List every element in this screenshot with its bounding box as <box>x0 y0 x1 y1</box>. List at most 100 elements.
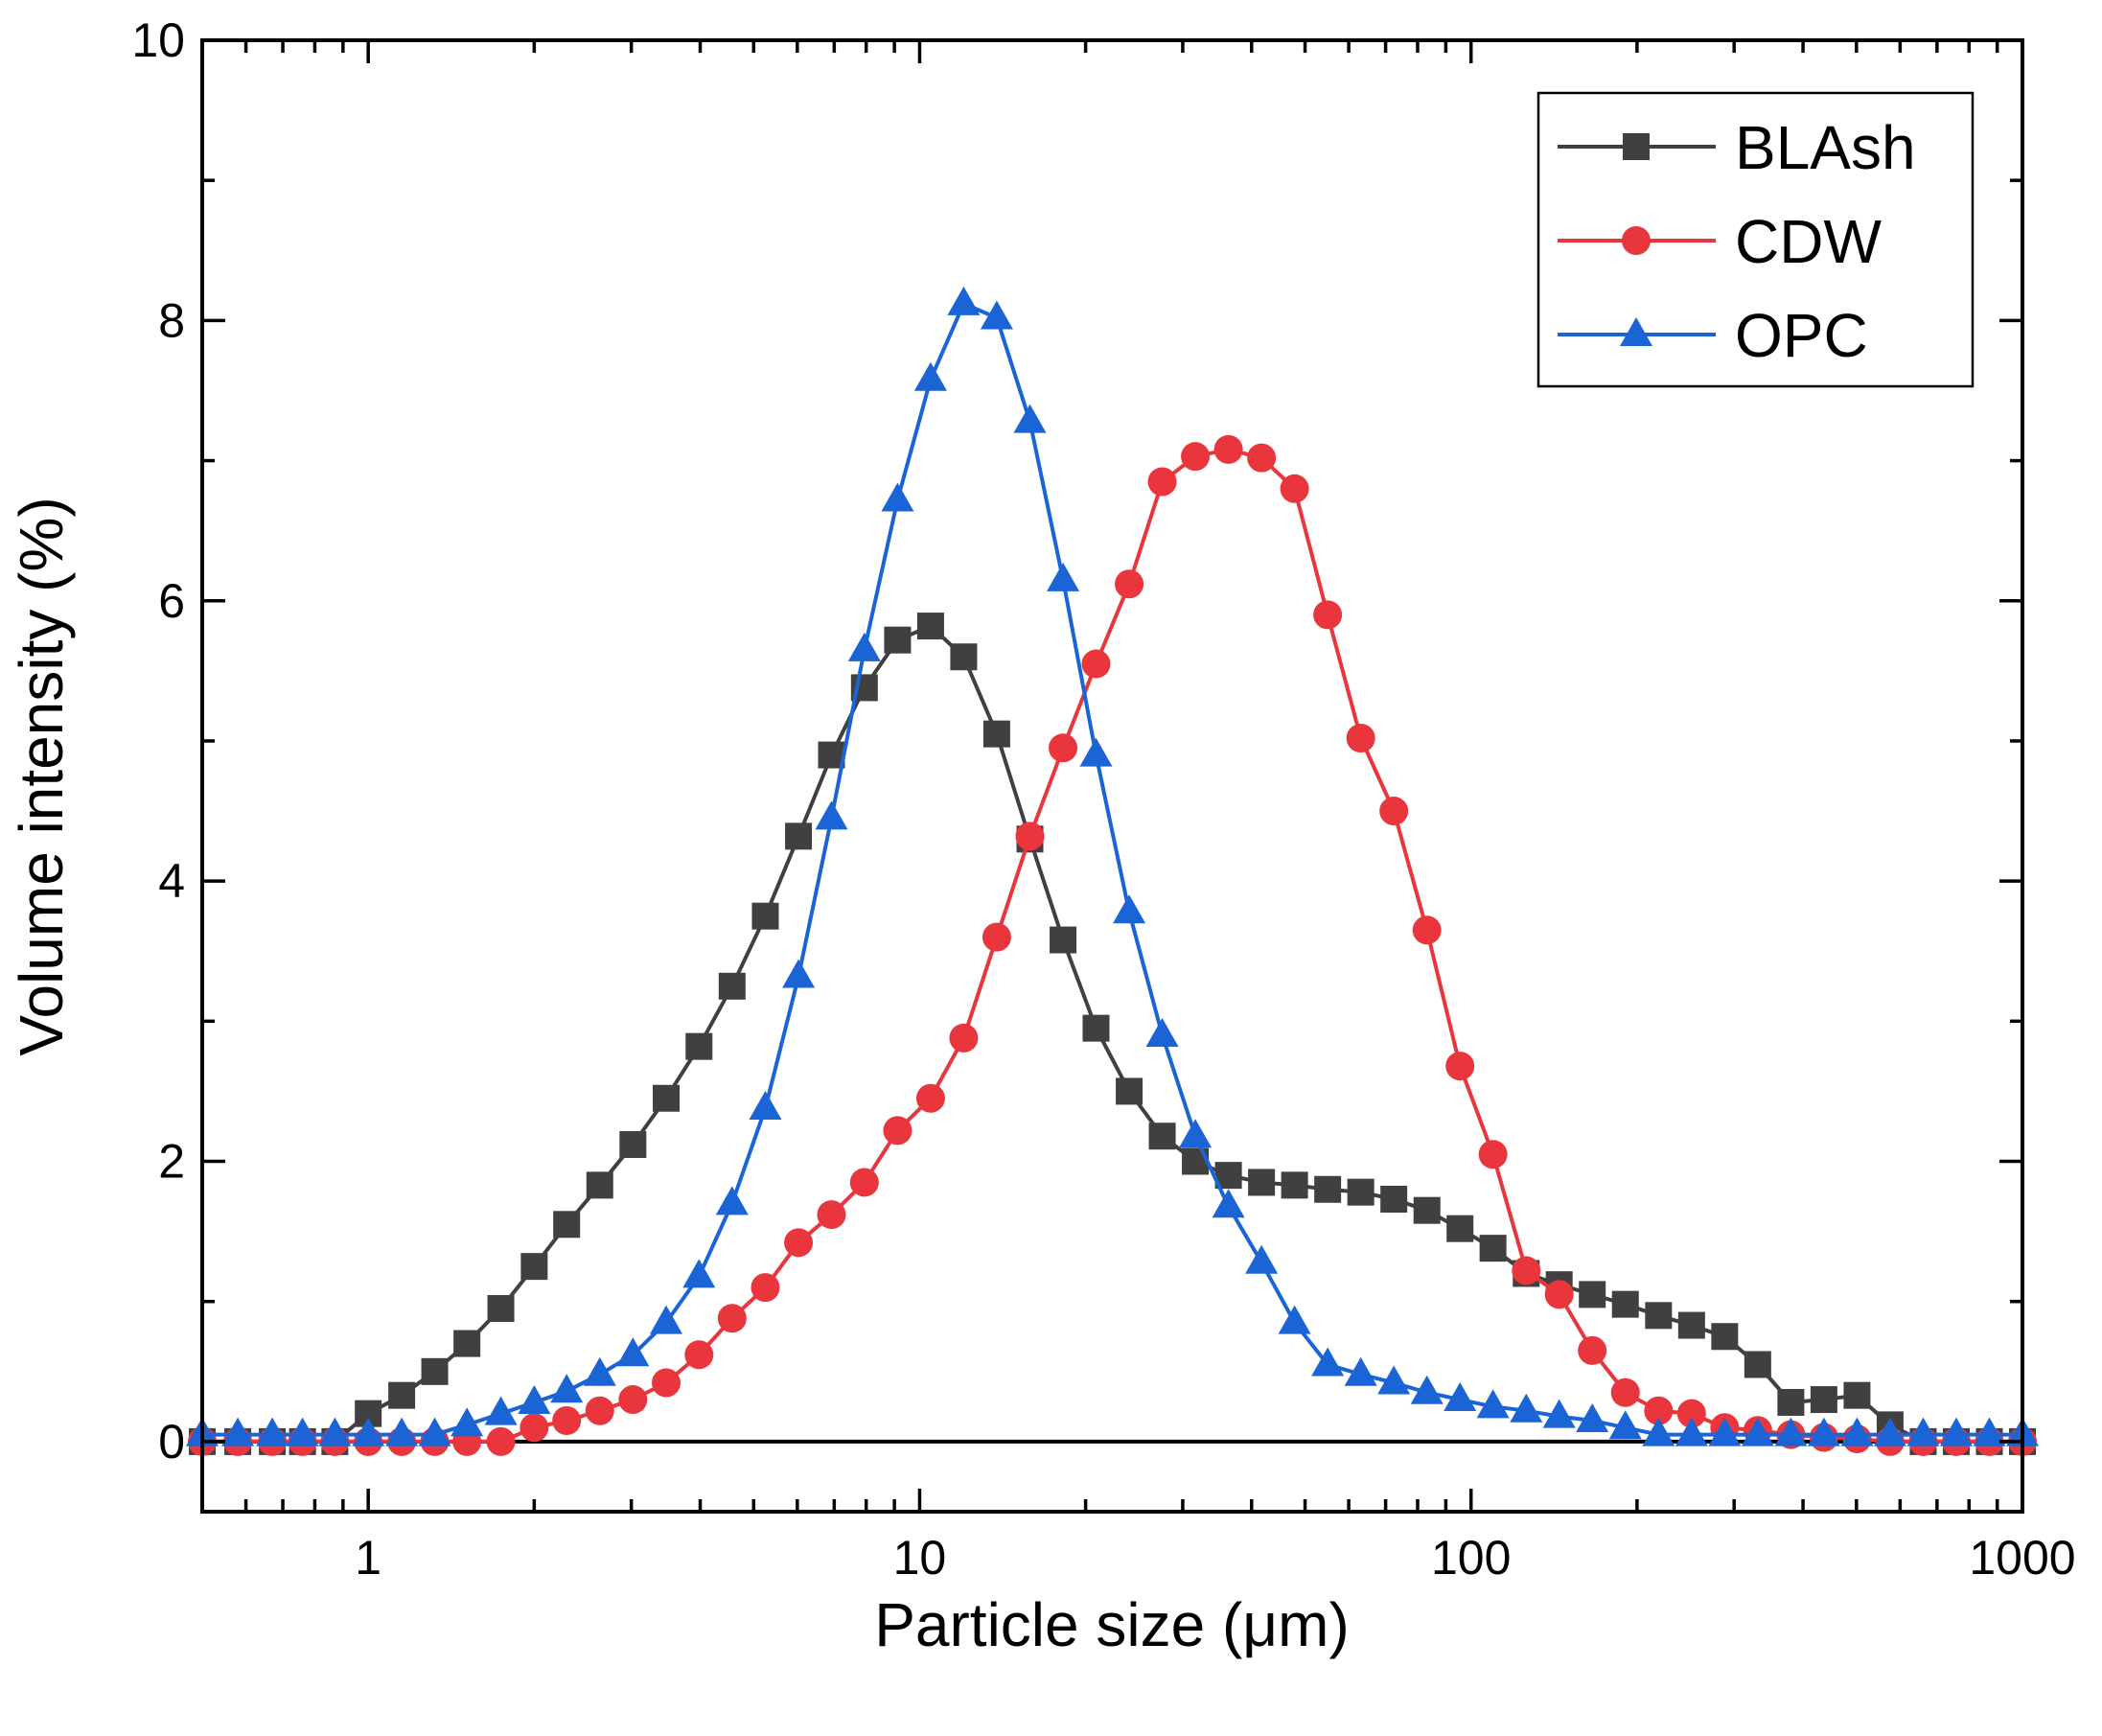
data-point-blash <box>884 626 912 654</box>
data-point-opc <box>980 300 1013 330</box>
data-point-opc <box>1212 1189 1245 1218</box>
data-point-cdw <box>1115 569 1144 599</box>
data-point-cdw <box>1644 1396 1674 1425</box>
data-point-blash <box>1843 1381 1871 1409</box>
data-point-opc <box>715 1186 749 1215</box>
x-tick-label: 1000 <box>1969 1531 2075 1585</box>
data-point-opc <box>550 1374 584 1403</box>
data-point-blash <box>619 1130 647 1158</box>
data-point-cdw <box>1247 443 1277 473</box>
data-point-cdw <box>1676 1399 1706 1428</box>
y-tick-label: 8 <box>158 293 185 347</box>
plot-frame <box>200 38 2024 1514</box>
y-tick-label: 6 <box>158 574 185 628</box>
data-point-blash <box>1347 1178 1374 1206</box>
data-point-blash <box>1777 1388 1805 1416</box>
data-point-opc <box>913 361 947 391</box>
data-point-opc <box>1906 1417 1940 1447</box>
data-point-cdw <box>585 1396 614 1425</box>
data-point-cdw <box>520 1413 549 1443</box>
x-axis-title: Particle size (μm) <box>874 1590 1350 1659</box>
series-cdw <box>188 434 2037 1456</box>
data-point-cdw <box>1544 1280 1574 1309</box>
legend-label-blash: BLAsh <box>1735 113 1916 182</box>
data-point-opc <box>815 800 848 830</box>
data-point-cdw <box>1049 733 1078 763</box>
legend-label-cdw: CDW <box>1735 207 1882 276</box>
data-point-cdw <box>1412 915 1442 945</box>
data-point-opc <box>650 1305 683 1334</box>
data-point-blash <box>1645 1302 1673 1330</box>
data-point-cdw <box>1213 434 1243 464</box>
series-blash <box>189 613 2036 1455</box>
legend: BLAsh CDW OPC <box>1536 91 1975 388</box>
data-point-blash <box>1314 1175 1342 1203</box>
data-point-opc <box>881 482 914 512</box>
data-point-blash <box>1082 1014 1110 1042</box>
data-point-blash <box>1711 1323 1739 1351</box>
data-point-opc <box>847 632 881 661</box>
data-point-opc <box>1741 1417 1774 1447</box>
data-point-cdw <box>1512 1256 1541 1285</box>
data-point-cdw <box>1147 467 1177 497</box>
data-point-opc <box>518 1384 551 1414</box>
data-point-opc <box>1576 1402 1609 1432</box>
data-point-cdw <box>751 1273 780 1303</box>
data-point-opc <box>1079 737 1113 767</box>
y-axis-title: Volume intensity (%) <box>7 497 76 1055</box>
data-point-opc <box>616 1337 650 1367</box>
data-point-cdw <box>784 1228 814 1258</box>
data-point-opc <box>352 1417 385 1447</box>
legend-marker-opc <box>1620 317 1652 346</box>
legend-entries: BLAsh CDW OPC <box>1558 113 1916 370</box>
data-point-opc <box>1675 1417 1708 1447</box>
data-point-blash <box>1281 1171 1308 1199</box>
data-point-cdw <box>1478 1140 1508 1169</box>
data-point-blash <box>1116 1077 1143 1105</box>
legend-marker-cdw <box>1622 226 1651 255</box>
data-point-blash <box>1611 1290 1639 1318</box>
data-point-blash <box>1479 1235 1507 1262</box>
data-point-opc <box>1113 894 1146 924</box>
data-point-opc <box>682 1259 716 1288</box>
series-line-cdw <box>202 447 2022 1444</box>
data-point-cdw <box>883 1116 912 1146</box>
legend-label-opc: OPC <box>1735 301 1868 370</box>
legend-entry-opc: OPC <box>1558 301 1868 370</box>
data-point-opc <box>484 1396 518 1425</box>
data-point-blash <box>487 1295 515 1323</box>
data-point-blash <box>653 1084 681 1112</box>
y-tick-label: 10 <box>131 13 185 67</box>
data-point-blash <box>388 1381 416 1409</box>
data-point-cdw <box>652 1368 681 1398</box>
data-point-cdw <box>684 1340 714 1370</box>
legend-entry-cdw: CDW <box>1558 207 1882 276</box>
data-point-opc <box>1444 1382 1477 1412</box>
data-point-cdw <box>1379 797 1409 826</box>
y-tick-label: 0 <box>158 1415 185 1469</box>
data-point-opc <box>1278 1305 1311 1334</box>
data-point-opc <box>947 286 981 315</box>
data-point-opc <box>782 959 816 988</box>
tick-labels-layer: 1 10 100 1000 0 2 4 6 8 10 <box>131 13 2075 1585</box>
data-point-opc <box>1542 1399 1576 1428</box>
data-point-cdw <box>1280 474 1309 503</box>
data-point-cdw <box>849 1168 879 1197</box>
data-point-cdw <box>552 1405 582 1435</box>
data-point-blash <box>1677 1311 1705 1339</box>
data-point-blash <box>718 972 746 1000</box>
data-point-opc <box>1840 1417 1874 1447</box>
data-point-opc <box>583 1356 616 1386</box>
x-tick-label: 10 <box>893 1531 947 1585</box>
legend-marker-blash <box>1623 133 1650 160</box>
data-point-blash <box>1248 1169 1276 1196</box>
data-point-cdw <box>717 1304 747 1333</box>
data-point-opc <box>1873 1417 1906 1447</box>
data-point-opc <box>1311 1347 1345 1377</box>
data-point-opc <box>1013 404 1047 433</box>
data-point-opc <box>221 1417 255 1447</box>
data-point-cdw <box>949 1023 979 1053</box>
data-point-cdw <box>817 1200 846 1230</box>
data-point-opc <box>1410 1375 1444 1404</box>
data-point-opc <box>1807 1417 1840 1447</box>
